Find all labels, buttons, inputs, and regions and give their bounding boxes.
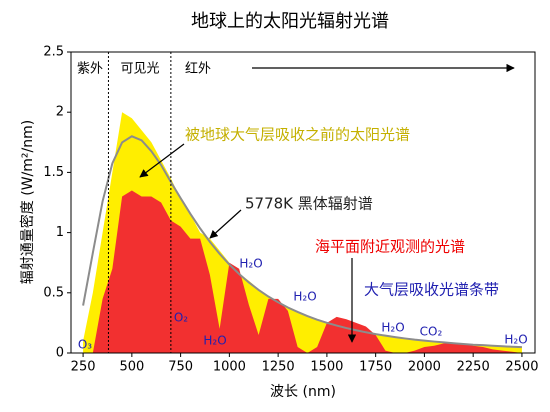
annotation-arrow — [139, 143, 185, 178]
series-label: 海平面附近观测的光谱 — [315, 238, 465, 256]
x-axis-label: 波长 (nm) — [270, 384, 336, 400]
spectrum-area — [83, 190, 522, 353]
x-tick-label: 1250 — [262, 360, 295, 375]
x-tick-label: 2250 — [457, 360, 490, 375]
series-label: 被地球大气层吸收之前的太阳光谱 — [185, 126, 410, 144]
x-tick-label: 1750 — [359, 360, 392, 375]
x-tick-label: 500 — [119, 360, 144, 375]
x-tick-label: 750 — [168, 360, 193, 375]
y-tick-label: 0.5 — [43, 285, 64, 300]
y-tick-label: 0 — [56, 346, 64, 361]
x-tick-label: 250 — [71, 360, 96, 375]
blackbody-line — [82, 135, 522, 349]
absorption-label: H₂O — [381, 321, 404, 335]
absorption-label: H₂O — [239, 257, 262, 271]
band-label: 可见光 — [120, 62, 159, 77]
plot-area — [82, 52, 522, 353]
axes-frame — [70, 51, 536, 354]
absorption-label: O₃ — [78, 338, 92, 352]
y-tick-label: 1 — [56, 225, 64, 240]
series-label: 5778K 黑体辐射谱 — [245, 195, 373, 213]
chart-title: 地球上的太阳光辐射光谱 — [191, 11, 389, 32]
absorption-title: 大气层吸收光谱条带 — [364, 281, 499, 299]
absorption-label: H₂O — [504, 333, 527, 347]
x-tick-label: 1500 — [310, 360, 343, 375]
y-tick-label: 2.5 — [43, 45, 64, 60]
y-tick-label: 2 — [56, 105, 64, 120]
absorption-label: H₂O — [203, 334, 226, 348]
absorption-label: CO₂ — [420, 325, 443, 339]
absorption-label: O₂ — [174, 311, 188, 325]
y-tick-label: 1.5 — [43, 165, 64, 180]
x-tick-label: 1000 — [213, 360, 246, 375]
x-tick-label: 2000 — [408, 360, 441, 375]
absorption-label: H₂O — [293, 290, 316, 304]
y-axis-label: 辐射通量密度 (W/m²/nm) — [19, 120, 36, 284]
band-label: 紫外 — [77, 62, 103, 77]
x-tick-label: 2500 — [505, 360, 538, 375]
band-label: 红外 — [185, 61, 211, 77]
annotation-arrow — [209, 209, 242, 239]
